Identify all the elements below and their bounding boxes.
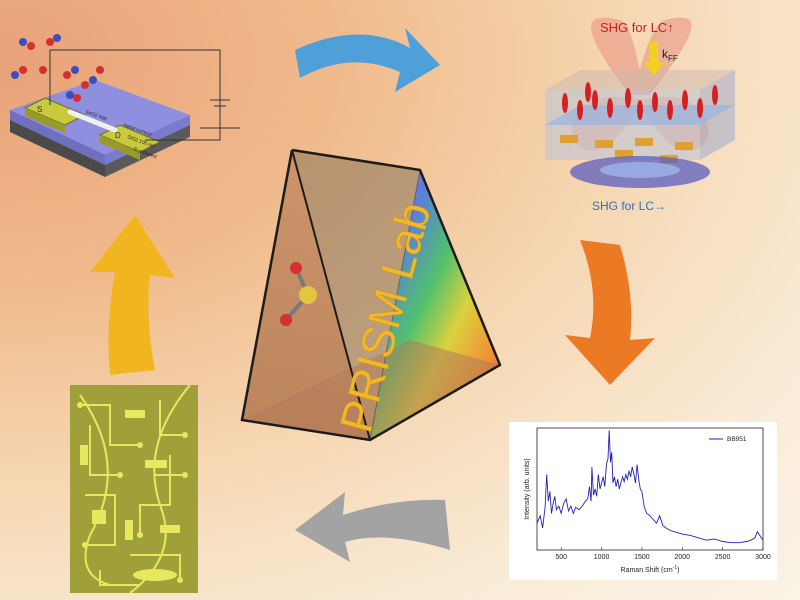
x-tick-label: 2500 [715,554,731,561]
legend: BB951 [709,436,747,443]
arrow-bottom-gray-icon [295,492,450,562]
x-tick-label: 1500 [634,554,650,561]
legend-series-name: BB951 [727,436,747,443]
x-tick-label: 2000 [674,554,690,561]
source-label: S [37,105,42,114]
nanowire-device-graphic: S D SnO2 NW metal contact SiO2 100 nm Si… [10,34,240,177]
prism-bottom-face [242,340,500,440]
prism-graphic: PRISM Lab [240,148,502,442]
shg-bottom-label: SHG for LC→ [592,199,666,213]
x-tick-label: 3000 [755,554,771,561]
drain-label: D [115,131,121,140]
x-tick-label: 500 [555,554,567,561]
k-ff-label: kFF [662,47,678,63]
shg-top-label: SHG for LC↑ [600,20,674,35]
raman-chart: Intensity (arb. units) Raman Shift (cm-1… [509,422,777,580]
x-axis-label: Raman Shift (cm-1) [621,565,680,574]
circuit-board-graphic [70,385,198,593]
y-axis-label: Intensity (arb. units) [524,458,531,519]
arrow-top-blue-icon [295,28,440,92]
plot-frame [536,427,764,551]
x-tick-label: 1000 [594,554,610,561]
gas-molecules [11,34,104,102]
raman-series-line [536,430,764,544]
arrow-right-orange-icon [565,240,655,385]
arrow-left-yellow-icon [90,215,175,375]
molecule-icon [280,262,317,326]
shg-lc-graphic: kFF SHG for LC↑ SHG for LC→ [545,17,735,213]
prism-back-face [292,150,420,440]
